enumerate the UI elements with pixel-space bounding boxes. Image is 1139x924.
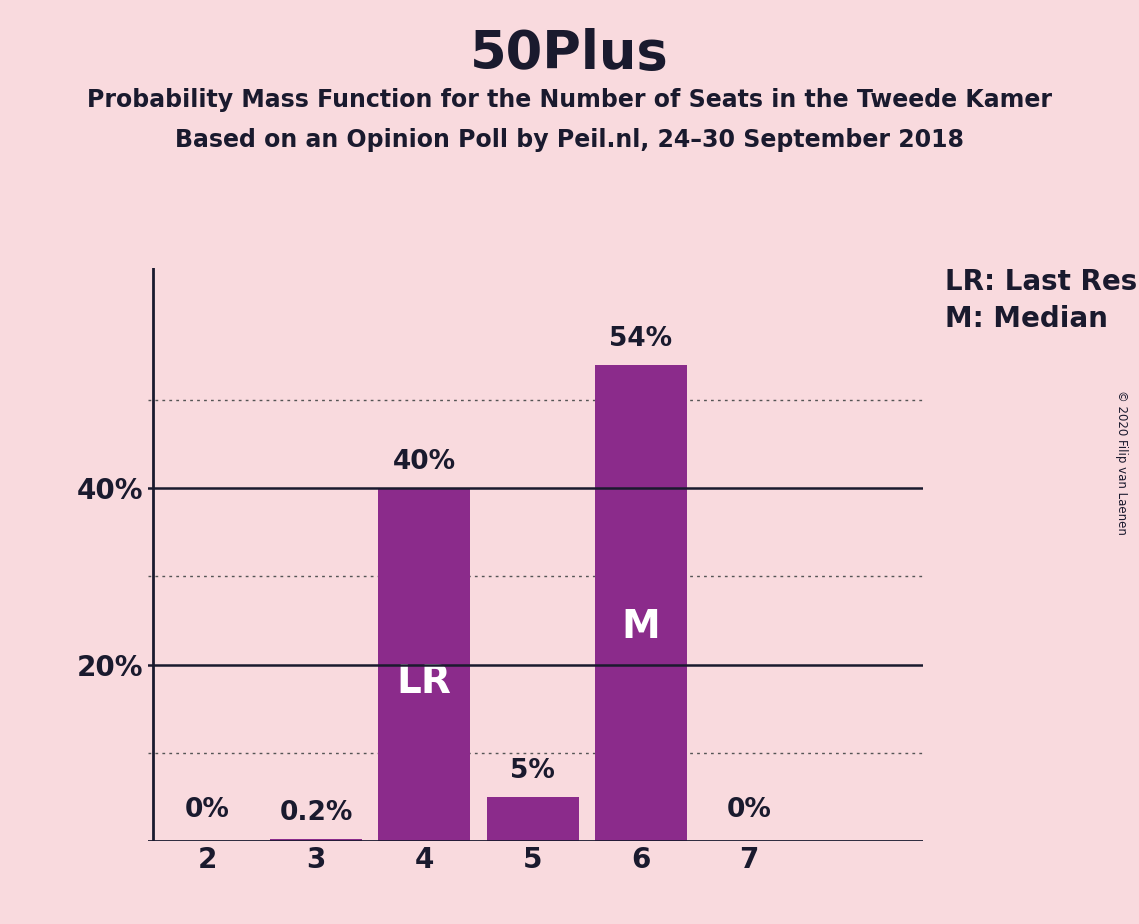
Text: Based on an Opinion Poll by Peil.nl, 24–30 September 2018: Based on an Opinion Poll by Peil.nl, 24–… <box>175 128 964 152</box>
Text: 40%: 40% <box>393 449 456 475</box>
Bar <box>486 796 579 841</box>
Text: 0%: 0% <box>186 797 230 823</box>
Text: 0%: 0% <box>727 797 772 823</box>
Text: 5%: 5% <box>510 758 555 784</box>
Bar <box>378 488 470 841</box>
Text: LR: Last Result: LR: Last Result <box>945 268 1139 296</box>
Text: 0.2%: 0.2% <box>279 800 353 826</box>
Text: LR: LR <box>396 663 452 701</box>
Bar <box>270 839 362 841</box>
Text: 50Plus: 50Plus <box>470 28 669 79</box>
Text: Probability Mass Function for the Number of Seats in the Tweede Kamer: Probability Mass Function for the Number… <box>87 88 1052 112</box>
Text: M: M <box>622 608 661 646</box>
Bar <box>595 365 687 841</box>
Text: 54%: 54% <box>609 325 672 352</box>
Text: © 2020 Filip van Laenen: © 2020 Filip van Laenen <box>1115 390 1129 534</box>
Text: M: Median: M: Median <box>945 305 1108 333</box>
